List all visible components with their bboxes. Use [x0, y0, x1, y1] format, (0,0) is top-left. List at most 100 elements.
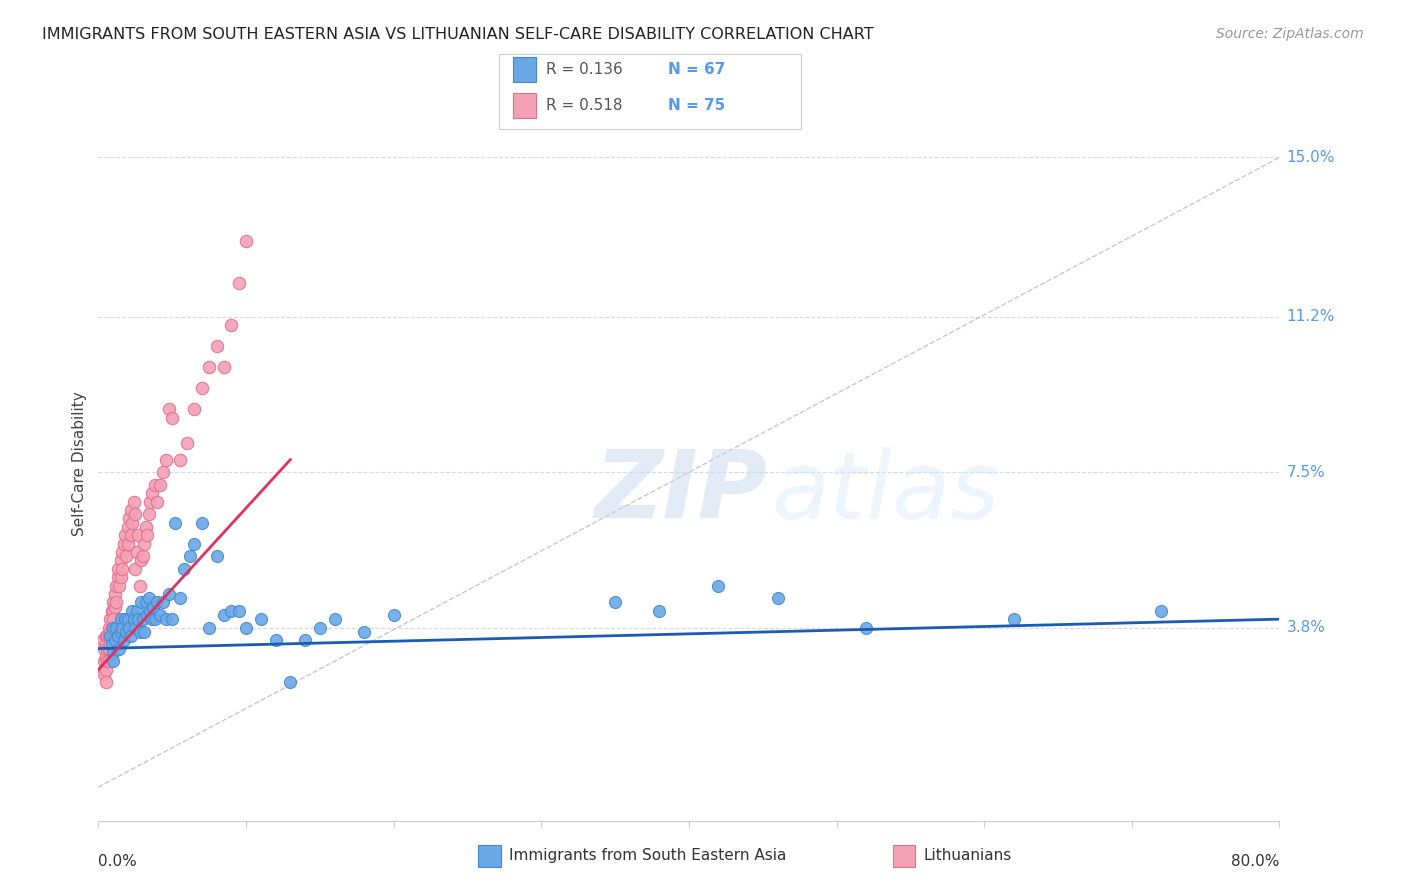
Text: Source: ZipAtlas.com: Source: ZipAtlas.com: [1216, 27, 1364, 41]
Point: [353, 624, 375, 639]
Point: [138, 591, 160, 606]
Point: [766, 591, 789, 606]
Point: [103, 604, 125, 618]
Text: N = 67: N = 67: [668, 62, 725, 78]
Point: [127, 612, 149, 626]
Point: [183, 402, 205, 417]
Text: 0.0%: 0.0%: [98, 855, 138, 869]
Point: [104, 599, 127, 614]
Point: [191, 516, 214, 530]
Point: [146, 595, 169, 609]
Point: [128, 624, 150, 639]
Text: R = 0.518: R = 0.518: [546, 98, 621, 113]
Point: [112, 536, 135, 550]
Point: [205, 339, 228, 353]
Point: [96, 641, 118, 656]
Point: [93, 666, 115, 681]
Point: [103, 595, 125, 609]
Point: [111, 621, 134, 635]
Point: [125, 604, 148, 618]
Point: [183, 536, 205, 550]
Point: [136, 607, 159, 622]
Point: [115, 624, 138, 639]
Point: [118, 511, 141, 525]
Point: [165, 516, 187, 530]
Point: [294, 633, 316, 648]
Point: [605, 595, 627, 609]
Point: [93, 641, 115, 656]
Point: [110, 553, 132, 567]
Y-axis label: Self-Care Disability: Self-Care Disability: [72, 392, 87, 536]
Text: ZIP: ZIP: [595, 446, 768, 539]
Point: [191, 381, 214, 395]
Point: [173, 562, 195, 576]
Point: [110, 612, 132, 626]
Point: [235, 621, 257, 635]
Point: [139, 494, 162, 508]
Text: 80.0%: 80.0%: [1232, 855, 1279, 869]
Point: [648, 604, 671, 618]
Point: [122, 612, 145, 626]
Point: [100, 621, 122, 635]
Point: [98, 624, 121, 639]
Point: [132, 549, 155, 564]
Point: [128, 578, 150, 592]
Point: [97, 654, 120, 668]
Point: [309, 621, 332, 635]
Point: [105, 621, 128, 635]
Point: [1150, 604, 1173, 618]
Point: [198, 360, 221, 375]
Point: [96, 629, 118, 643]
Point: [96, 654, 118, 668]
Point: [135, 520, 157, 534]
Point: [94, 663, 117, 677]
Point: [91, 633, 114, 648]
Point: [382, 607, 405, 622]
Point: [124, 562, 146, 576]
Point: [179, 549, 201, 564]
Point: [110, 570, 132, 584]
Text: Lithuanians: Lithuanians: [924, 848, 1012, 863]
Point: [235, 235, 257, 249]
Text: 7.5%: 7.5%: [1286, 465, 1326, 480]
Point: [219, 604, 242, 618]
Point: [136, 528, 159, 542]
Point: [120, 629, 142, 643]
Point: [323, 612, 346, 626]
Point: [115, 549, 138, 564]
Point: [98, 612, 121, 626]
Point: [146, 494, 169, 508]
Point: [121, 604, 143, 618]
Point: [169, 452, 191, 467]
Point: [855, 621, 877, 635]
Point: [176, 435, 198, 450]
Point: [228, 277, 250, 291]
Point: [100, 637, 122, 651]
Text: N = 75: N = 75: [668, 98, 725, 113]
Point: [212, 607, 235, 622]
Point: [124, 507, 146, 521]
Point: [142, 599, 165, 614]
Text: Immigrants from South Eastern Asia: Immigrants from South Eastern Asia: [509, 848, 786, 863]
Point: [111, 562, 134, 576]
Point: [250, 612, 273, 626]
Point: [94, 637, 117, 651]
Text: 3.8%: 3.8%: [1286, 620, 1326, 635]
Point: [149, 478, 172, 492]
Point: [149, 607, 172, 622]
Point: [212, 360, 235, 375]
Point: [134, 536, 156, 550]
Point: [707, 578, 730, 592]
Point: [98, 637, 121, 651]
Point: [122, 494, 145, 508]
Point: [155, 452, 177, 467]
Text: atlas: atlas: [772, 447, 1000, 538]
Point: [152, 595, 174, 609]
Point: [162, 612, 183, 626]
Point: [117, 536, 139, 550]
Point: [108, 641, 131, 656]
Point: [118, 621, 141, 635]
Point: [205, 549, 228, 564]
Point: [104, 587, 127, 601]
Point: [105, 578, 128, 592]
